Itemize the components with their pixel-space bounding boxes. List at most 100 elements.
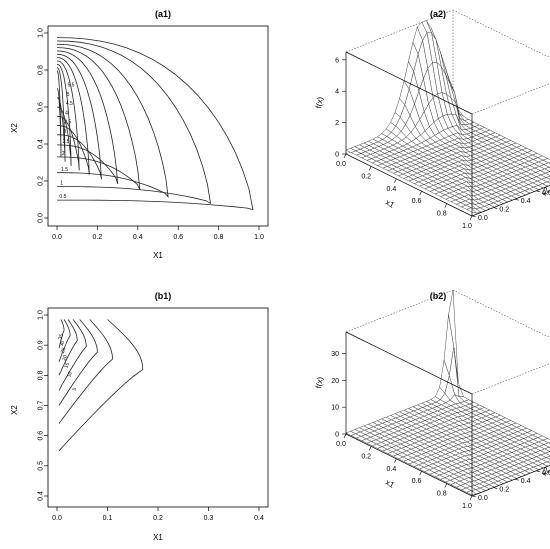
box-edge-back [345,289,454,333]
y-tick-label: 0.6 [38,102,45,112]
y-tick-label: 0.4 [521,478,531,485]
box-edge-back [471,363,550,395]
contour-plot-b1: 0.0 0.1 0.2 0.3 0.4 0.4 0.5 0.6 0.7 0.8 0.9 1.0 5 10 1… [38,307,269,522]
contour-label: 2 [62,151,65,157]
x-tick-label: 0.3 [204,515,214,522]
y-tick-label: 0.2 [499,487,509,494]
x-tick-label: 0.1 [103,515,113,522]
x-tick-label: 1.0 [462,503,472,510]
contour-label: 2.5 [63,139,70,145]
surface-plot-b2: 0 10 20 30 f(x) 0.0 0.2 0.4 0.6 0.8 1.0 x1 0.0 0.2 0.4… [314,289,550,510]
y-tick [514,478,519,481]
surface-cell [546,460,550,464]
z-tick-label: 6 [335,57,339,64]
contour-line [58,319,144,452]
a1-xlabel: X1 [153,251,163,260]
box-edge [345,51,473,115]
contour-line [58,319,113,424]
z-tick-label: 20 [331,378,339,385]
contour-label: 4 [65,110,68,116]
z-axis-label: f(x) [314,376,325,389]
y-tick-label: 0.6 [542,470,550,477]
y-tick [536,190,541,193]
contour-line [56,53,102,180]
contour-plot-a1: 0.0 0.2 0.4 0.6 0.8 1.0 0.0 0.2 0.4 0.6 0.8 1.0 0.5 1… [38,25,269,241]
box-edge-back [452,289,550,339]
x-tick-label: 0.6 [412,478,422,485]
z-tick-label: 2 [335,120,339,127]
contour-label: 5 [72,387,79,392]
z-axis-label: f(x) [314,96,325,109]
box-edge [471,185,550,217]
x-tick-label: 0.8 [437,211,447,218]
x-tick [419,471,422,476]
surface-cell [546,180,550,184]
a1-ylabel: X2 [10,123,19,133]
y-axis-label: x2 [539,185,550,198]
x-tick [394,458,397,463]
y-tick-label: 0.4 [521,198,531,205]
contour-line [58,319,71,362]
x-tick-label: 0.4 [133,234,143,241]
x-tick-label: 1.0 [462,223,472,230]
box-edge-back [345,9,454,53]
contour-label: 35 [58,333,66,340]
box-edge [345,433,473,497]
z-tick-label: 0 [335,432,339,439]
x-tick-label: 0.6 [412,198,422,205]
contour-line [56,43,169,199]
y-tick [471,495,477,498]
x-tick-label: 0.6 [173,234,183,241]
x-tick-label: 0.0 [52,234,62,241]
y-tick-label: 0.0 [478,215,488,222]
x-tick [469,215,473,221]
surface-plot-a2: 0 2 4 6 f(x) 0.0 0.2 0.4 0.6 0.8 1.0 x1 0.0 0.2 0.4 0.6… [314,9,550,230]
x-axis-label: x1 [384,478,396,490]
x-tick-label: 0.0 [52,515,62,522]
panel-title-a1: (a1) [155,9,171,19]
contour-line [56,37,254,211]
contour-line [58,319,65,349]
x-tick-label: 0.2 [361,453,371,460]
y-tick [493,487,498,489]
contour-label: 1 [60,181,63,187]
b1-xlabel: X1 [153,533,163,542]
x-tick [419,191,422,196]
x-tick-label: 0.8 [214,234,224,241]
x-tick-label: 0.2 [93,234,103,241]
y-tick-label: 1.0 [38,28,45,38]
contour-label: 3 [63,129,66,135]
contour-label: 10 [66,371,74,378]
x-tick-label: 0.2 [153,515,163,522]
x-tick [368,446,372,451]
panel-title-a2: (a2) [430,9,446,19]
panel-title-b2: (b2) [430,291,447,301]
x-tick-label: 0.4 [387,186,397,193]
box-edge-back [471,83,550,115]
y-tick [514,198,519,201]
y-tick-label: 0.4 [38,139,45,149]
z-tick-label: 10 [331,405,339,412]
x-tick [394,178,397,183]
contour-line [58,319,87,391]
contour-label: 5 [67,92,70,98]
x-tick-label: 0.0 [336,441,346,448]
y-tick-label: 0.7 [38,401,45,411]
contour-label: 0.5 [59,194,66,200]
contour-label: 4.5 [66,101,73,107]
contour-line [56,63,72,167]
x-axis-label: x1 [384,198,396,210]
x-tick-label: 1.0 [254,234,264,241]
box-edge [471,465,550,497]
z-tick-label: 0 [335,152,339,159]
z-tick-label: 30 [331,351,339,358]
y-tick-label: 0.6 [542,190,550,197]
x-tick [368,166,372,171]
contour-label: 30 [59,340,67,347]
x-tick-label: 0.4 [387,466,397,473]
z-tick-label: 4 [335,89,339,96]
y-tick-label: 0.2 [38,176,45,186]
contour-label: 20 [62,354,70,361]
box-edge [345,331,473,395]
